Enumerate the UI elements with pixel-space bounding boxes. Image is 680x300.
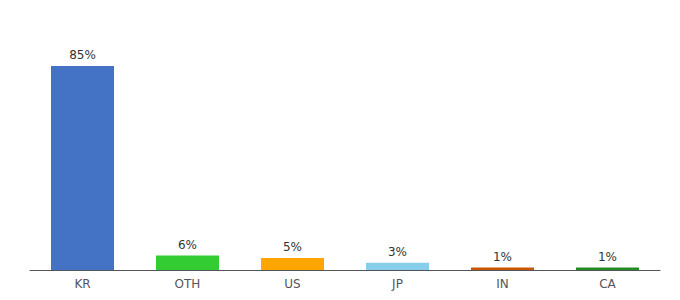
- svg-text:US: US: [284, 277, 300, 291]
- svg-text:KR: KR: [74, 277, 90, 291]
- svg-text:5%: 5%: [283, 240, 302, 254]
- svg-text:6%: 6%: [178, 238, 197, 252]
- svg-text:IN: IN: [496, 277, 509, 291]
- svg-text:1%: 1%: [598, 250, 617, 264]
- svg-text:JP: JP: [391, 277, 403, 291]
- svg-text:1%: 1%: [493, 250, 512, 264]
- svg-text:CA: CA: [599, 277, 616, 291]
- svg-text:85%: 85%: [69, 48, 96, 62]
- svg-text:3%: 3%: [388, 245, 407, 259]
- svg-text:OTH: OTH: [175, 277, 201, 291]
